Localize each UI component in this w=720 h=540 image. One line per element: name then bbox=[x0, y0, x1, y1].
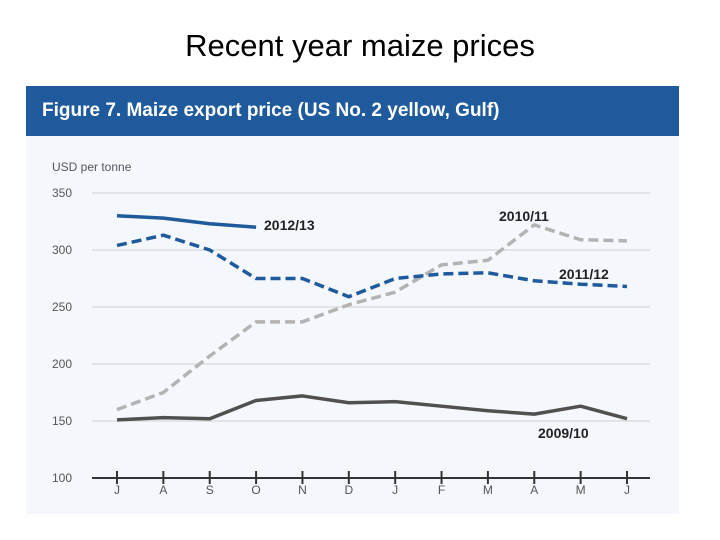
x-tick-label: O bbox=[251, 483, 260, 497]
x-tick-label: J bbox=[114, 483, 120, 497]
x-tick-label: M bbox=[576, 483, 586, 497]
y-tick-label: 100 bbox=[52, 471, 72, 485]
series-label-2012-13: 2012/13 bbox=[264, 217, 315, 233]
series-label-2009-10: 2009/10 bbox=[538, 425, 589, 441]
y-axis-unit-label: USD per tonne bbox=[52, 160, 132, 174]
x-tick-label: J bbox=[392, 483, 398, 497]
x-tick-label: M bbox=[483, 483, 493, 497]
series-lines bbox=[116, 214, 628, 422]
x-tick-label: N bbox=[298, 483, 307, 497]
figure-panel bbox=[26, 86, 679, 514]
series-line-2010-11 bbox=[116, 223, 628, 412]
series-labels: 2012/13 2011/12 2010/11 2009/10 bbox=[264, 208, 609, 441]
y-tick-label: 300 bbox=[52, 243, 72, 257]
tick-labels: 100 150 200 250 300 350 J A S O N D J F M A M J bbox=[52, 186, 630, 497]
x-axis bbox=[116, 471, 628, 484]
y-tick-label: 350 bbox=[52, 186, 72, 200]
gridlines bbox=[92, 192, 650, 479]
x-tick-label: A bbox=[159, 483, 167, 497]
series-line-2012-13 bbox=[116, 214, 257, 229]
y-tick-label: 200 bbox=[52, 357, 72, 371]
x-tick-label: A bbox=[530, 483, 538, 497]
x-tick-label: J bbox=[624, 483, 630, 497]
series-label-2011-12: 2011/12 bbox=[559, 266, 609, 282]
slide-title: Recent year maize prices bbox=[185, 28, 535, 63]
y-tick-label: 150 bbox=[52, 414, 72, 428]
figure-header: Figure 7. Maize export price (US No. 2 y… bbox=[26, 86, 679, 136]
y-tick-label: 250 bbox=[52, 300, 72, 314]
x-tick-label: S bbox=[206, 483, 214, 497]
x-tick-label: D bbox=[344, 483, 353, 497]
series-line-2009-10 bbox=[116, 394, 628, 422]
x-tick-label: F bbox=[438, 483, 445, 497]
series-line-2011-12 bbox=[116, 233, 628, 299]
series-label-2010-11: 2010/11 bbox=[499, 208, 549, 224]
